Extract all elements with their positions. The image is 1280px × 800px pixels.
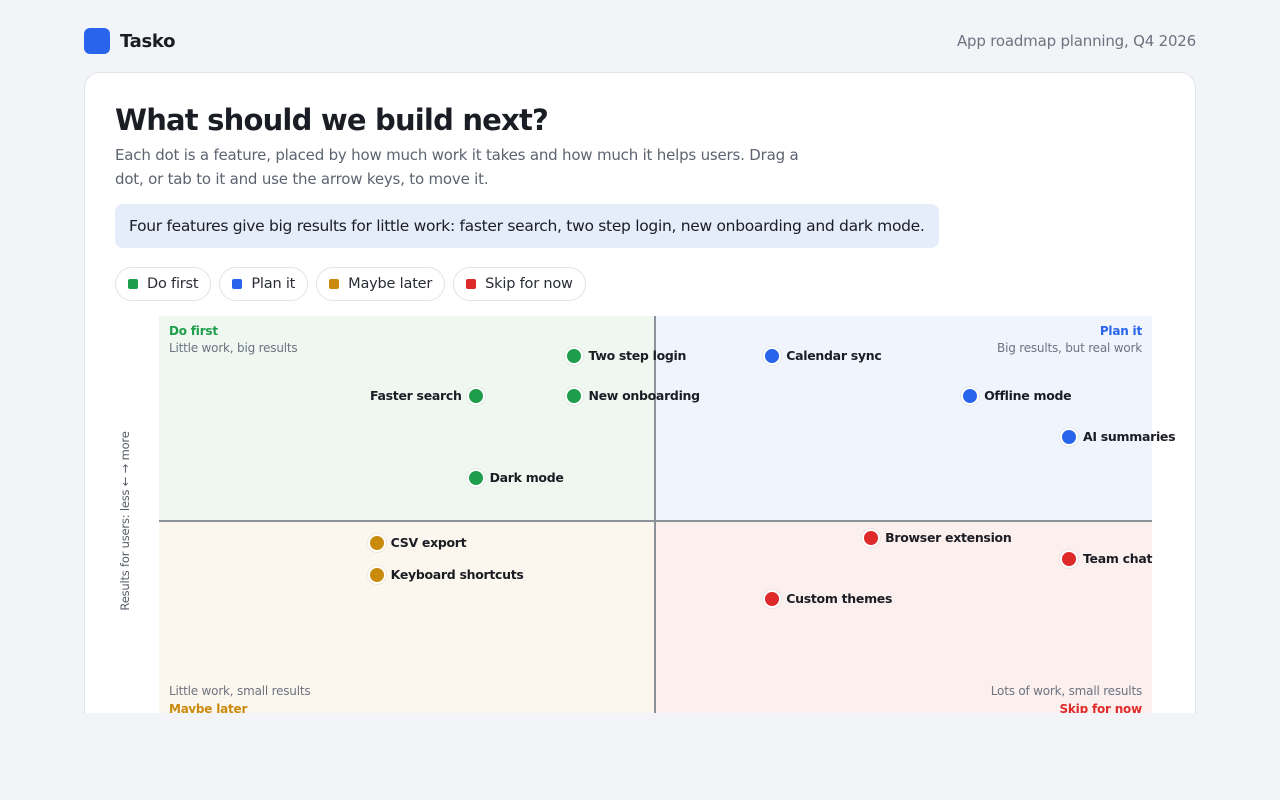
quadrant-title-skip: Skip for now [1059, 702, 1142, 713]
feature-dot[interactable] [466, 468, 485, 487]
feature-dot[interactable] [367, 566, 386, 585]
feature-dot[interactable] [1059, 427, 1078, 446]
feature-label: New onboarding [588, 388, 700, 404]
maybe-later-swatch [329, 279, 340, 289]
feature-label: Browser extension [885, 530, 1012, 546]
page-subtitle: Each dot is a feature, placed by how muc… [115, 146, 799, 188]
quadrant-desc-plan-it: Big results, but real work [997, 341, 1142, 355]
vertical-divider [654, 316, 656, 713]
feature-label: AI summaries [1082, 428, 1176, 444]
feature-label: Two step login [588, 347, 687, 363]
top-bar: Tasko App roadmap planning, Q4 2026 [84, 28, 1196, 54]
brand[interactable]: Tasko [84, 28, 175, 54]
feature-dot[interactable] [466, 387, 485, 406]
feature-label: Custom themes [786, 591, 893, 607]
feature-label: Faster search [370, 388, 462, 404]
project-context: App roadmap planning, Q4 2026 [956, 32, 1196, 50]
priority-matrix: Do first Little work, big results Plan i… [159, 316, 1176, 713]
feature-dot[interactable] [862, 529, 881, 548]
feature-dot[interactable] [961, 387, 980, 406]
legend: Do first Plan it Maybe later Skip for no… [115, 267, 586, 301]
legend-skip-for-now[interactable]: Skip for now [453, 267, 586, 301]
quadrant-title-maybe-later: Maybe later [169, 702, 248, 713]
feature-label: Keyboard shortcuts [390, 567, 524, 583]
feature-label: Team chat [1082, 550, 1153, 566]
feature-dot[interactable] [763, 590, 782, 609]
quadrant-title-plan-it: Plan it [1099, 324, 1142, 338]
feature-dot[interactable] [1059, 549, 1078, 568]
insight-banner: Four features give big results for littl… [115, 204, 939, 248]
quadrant-maybe-later [159, 521, 655, 713]
feature-label: Offline mode [984, 388, 1072, 404]
quadrant-plan-it [655, 316, 1152, 521]
feature-label: Dark mode [489, 469, 564, 485]
legend-maybe-later[interactable]: Maybe later [316, 267, 446, 301]
legend-do-first[interactable]: Do first [115, 267, 212, 301]
quadrant-desc-maybe-later: Little work, small results [169, 684, 311, 698]
feature-dot[interactable] [565, 346, 584, 365]
feature-label: CSV export [390, 534, 467, 550]
feature-dot[interactable] [367, 533, 386, 552]
quadrant-desc-do-first: Little work, big results [169, 341, 298, 355]
feature-label: Calendar sync [786, 347, 882, 363]
main-card: What should we build next? Each dot is a… [84, 72, 1196, 713]
legend-label: Plan it [251, 276, 296, 292]
skip-for-now-swatch [466, 279, 477, 289]
quadrant-desc-skip: Lots of work, small results [990, 684, 1142, 698]
legend-label: Maybe later [348, 276, 433, 292]
feature-dot[interactable] [565, 387, 584, 406]
plan-it-swatch [232, 279, 243, 289]
legend-label: Do first [147, 276, 199, 292]
tasko-logo [84, 28, 110, 54]
page-title: What should we build next? [115, 103, 549, 137]
do-first-swatch [128, 279, 138, 289]
feature-dot[interactable] [763, 346, 782, 365]
y-axis-label: Results for users: less ← → more [118, 431, 132, 611]
legend-label: Skip for now [485, 276, 573, 292]
app-name: Tasko [120, 30, 176, 52]
horizontal-divider [159, 520, 1152, 522]
legend-plan-it[interactable]: Plan it [219, 267, 309, 301]
quadrant-title-do-first: Do first [169, 324, 218, 338]
